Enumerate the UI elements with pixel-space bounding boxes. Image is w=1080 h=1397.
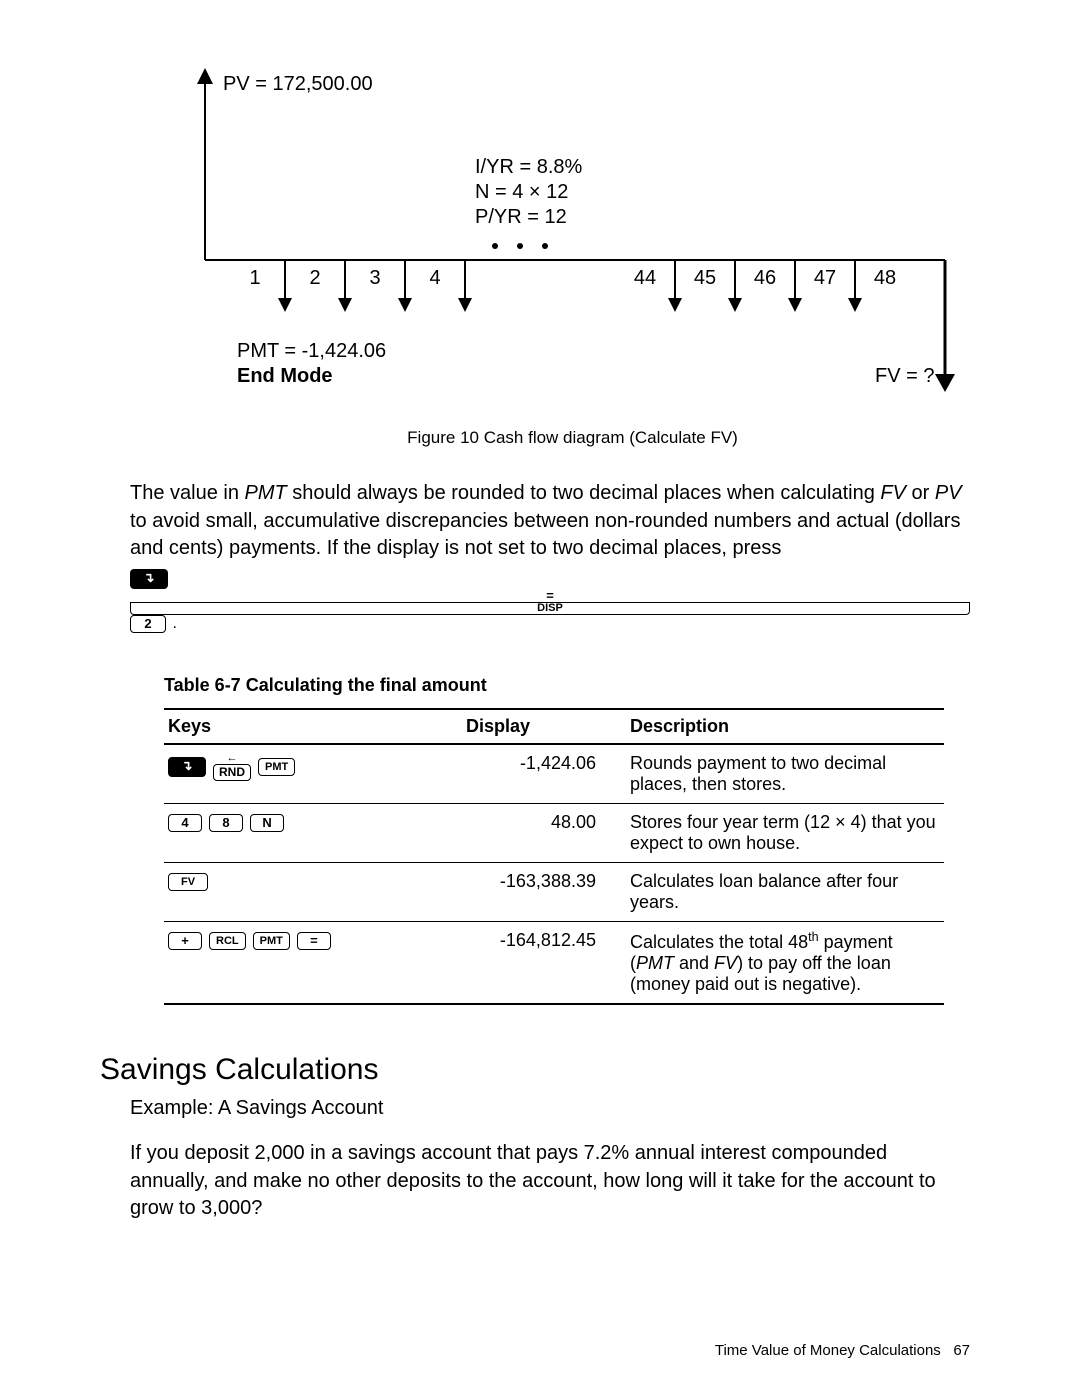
svg-text:2: 2 <box>309 267 320 289</box>
pmt-label: PMT = -1,424.06 <box>237 340 386 362</box>
example-body: If you deposit 2,000 in a savings accoun… <box>130 1140 970 1223</box>
n-label: N = 4 × 12 <box>475 181 568 203</box>
th-keys: Keys <box>164 709 462 744</box>
svg-text:46: 46 <box>754 267 776 289</box>
table-title: Table 6-7 Calculating the final amount <box>164 675 970 696</box>
two-key-icon: 2 <box>130 615 166 633</box>
svg-text:4: 4 <box>429 267 440 289</box>
cashflow-diagram: PV = 172,500.00 I/YR = 8.8% N = 4 × 12 P… <box>175 60 970 448</box>
page-footer: Time Value of Money Calculations 67 <box>715 1342 970 1359</box>
svg-text:48: 48 <box>874 267 896 289</box>
disp-key-icon: = DISP <box>130 589 970 615</box>
end-mode-label: End Mode <box>237 365 333 387</box>
example-subhead: Example: A Savings Account <box>130 1097 970 1120</box>
shift-key-icon: ↴ <box>168 757 206 777</box>
pv-label: PV = 172,500.00 <box>223 73 373 95</box>
th-display: Display <box>462 709 626 744</box>
table-row: FV-163,388.39Calculates loan balance aft… <box>164 863 944 922</box>
svg-text:47: 47 <box>814 267 836 289</box>
table-row: ↴ ←RND PMT-1,424.06Rounds payment to two… <box>164 744 944 804</box>
svg-text:44: 44 <box>634 267 656 289</box>
pyr-label: P/YR = 12 <box>475 206 567 228</box>
table-row: 4 8 N48.00Stores four year term (12 × 4)… <box>164 804 944 863</box>
key-sequence-disp-2: ↴ = DISP 2 . <box>130 569 970 633</box>
svg-text:3: 3 <box>369 267 380 289</box>
paragraph-rounding: The value in PMT should always be rounde… <box>130 480 970 563</box>
shift-key-icon: ↴ <box>130 569 168 589</box>
th-description: Description <box>626 709 944 744</box>
svg-text:1: 1 <box>249 267 260 289</box>
table-row: + RCL PMT =-164,812.45Calculates the tot… <box>164 922 944 1005</box>
svg-text:45: 45 <box>694 267 716 289</box>
iyr-label: I/YR = 8.8% <box>475 156 582 178</box>
fv-label: FV = ? <box>875 365 934 387</box>
section-heading-savings: Savings Calculations <box>100 1053 970 1087</box>
calc-table: Keys Display Description ↴ ←RND PMT-1,42… <box>164 708 944 1005</box>
figure-caption: Figure 10 Cash flow diagram (Calculate F… <box>175 428 970 448</box>
